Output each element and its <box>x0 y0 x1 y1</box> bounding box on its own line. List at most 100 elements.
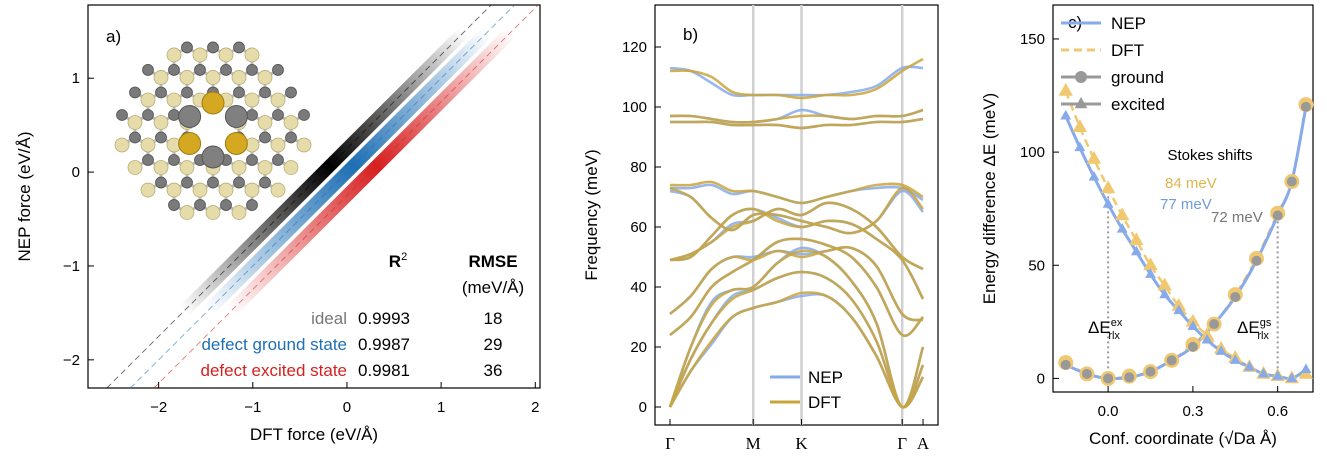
atom <box>181 41 193 54</box>
atom <box>129 131 141 144</box>
stokes-shift: 72 meV <box>1211 209 1263 226</box>
excited-point <box>1157 277 1172 291</box>
x-tick-label: 2 <box>531 399 539 416</box>
ground-point <box>1300 101 1311 112</box>
plot-frame <box>87 4 541 389</box>
atom <box>298 109 310 121</box>
atom <box>218 47 234 63</box>
r2-value: 0.9981 <box>358 361 410 380</box>
x-tick-label: 1 <box>437 399 445 416</box>
vacancy-atom <box>201 145 225 169</box>
excited-point <box>1116 223 1128 233</box>
ground-point <box>1166 355 1177 366</box>
rmse-value: 29 <box>484 335 503 354</box>
excited-point <box>1171 298 1186 311</box>
legend-label: DFT <box>1111 41 1144 60</box>
y-tick-label: 20 <box>630 339 647 356</box>
phonon-band <box>669 201 924 271</box>
r2-header: R <box>389 252 401 271</box>
atom <box>142 109 154 121</box>
atom <box>207 176 219 189</box>
relaxation-label: ΔEgs rlx <box>1237 317 1272 342</box>
atom <box>140 137 156 153</box>
y-tick-label: 40 <box>630 279 647 296</box>
x-axis-label: DFT force (eV/Å) <box>250 425 378 444</box>
ground-point <box>1124 372 1135 383</box>
atom <box>168 109 180 121</box>
y-tick-label: 0 <box>1037 370 1045 387</box>
dopant-atom <box>201 91 225 115</box>
atom <box>272 64 284 76</box>
excited-point <box>1115 207 1130 221</box>
excited-point <box>1072 119 1088 133</box>
atom <box>166 92 182 108</box>
excited-point <box>1100 180 1116 194</box>
atom <box>179 160 195 175</box>
excited-point <box>1199 327 1215 341</box>
phonon-band <box>669 245 924 322</box>
y-tick-label: 100 <box>622 99 647 116</box>
y-tick-label: 1 <box>72 70 80 87</box>
y-tick-label: 0 <box>72 164 80 181</box>
excited-point <box>1159 288 1171 299</box>
atom <box>153 160 169 175</box>
ground-point <box>1187 341 1198 352</box>
excited-point <box>1272 370 1284 380</box>
atom <box>207 41 219 54</box>
excited-point <box>1201 333 1213 344</box>
relax-sup: ex <box>1111 317 1123 329</box>
legend-label: NEP <box>1111 14 1146 33</box>
ground-point <box>1103 373 1114 384</box>
panel-label: a) <box>106 27 121 46</box>
y-tick-label: −2 <box>63 352 80 369</box>
row-name: ideal <box>311 309 347 328</box>
atom <box>127 115 143 130</box>
phonon-band <box>669 57 924 100</box>
legend-marker <box>1075 71 1087 83</box>
row-name: defect ground state <box>201 335 347 354</box>
x-tick-label: M <box>746 434 761 453</box>
y-tick-label: 0 <box>639 399 647 416</box>
atom <box>231 70 247 85</box>
excited-point <box>1130 245 1142 256</box>
atom <box>257 160 273 175</box>
atom <box>270 182 286 198</box>
r2-value: 0.9987 <box>358 335 410 354</box>
excited-point <box>1286 372 1298 383</box>
x-tick-label: 0.3 <box>1182 403 1203 420</box>
x-axis-label: Conf. coordinate (√Da Å) <box>1089 429 1277 448</box>
atom <box>257 115 273 130</box>
atom <box>257 70 273 85</box>
atom <box>259 86 271 99</box>
atom <box>168 64 180 76</box>
relax-main: ΔE <box>1237 318 1260 337</box>
atom <box>181 86 193 99</box>
relaxation-label: ΔEex rlx <box>1088 317 1123 342</box>
y-axis-label: Energy difference ΔE (meV) <box>980 93 999 304</box>
phonon-band <box>669 207 925 300</box>
plot-frame <box>1052 4 1314 393</box>
atom <box>140 92 156 108</box>
phonon-band <box>669 186 925 235</box>
atom <box>179 70 195 85</box>
plot-frame <box>654 4 939 426</box>
excited-point <box>1215 345 1227 355</box>
ground-point <box>1060 359 1071 370</box>
phonon-band <box>668 270 925 409</box>
atom <box>246 109 258 121</box>
ground-point <box>1145 366 1156 377</box>
atom <box>155 176 167 189</box>
x-tick-label: −1 <box>244 399 261 416</box>
y-axis-label: NEP force (eV/Å) <box>15 131 34 261</box>
atom <box>246 64 258 76</box>
excited-point <box>1145 268 1156 278</box>
atom <box>244 47 260 63</box>
force-density-band <box>125 0 520 393</box>
relax-sub: rlx <box>1257 330 1269 342</box>
atom <box>246 154 258 166</box>
atom <box>285 131 297 144</box>
row-name: defect excited state <box>201 361 347 380</box>
ground-curve <box>1065 104 1308 380</box>
atom <box>194 64 206 76</box>
atom <box>179 205 195 220</box>
